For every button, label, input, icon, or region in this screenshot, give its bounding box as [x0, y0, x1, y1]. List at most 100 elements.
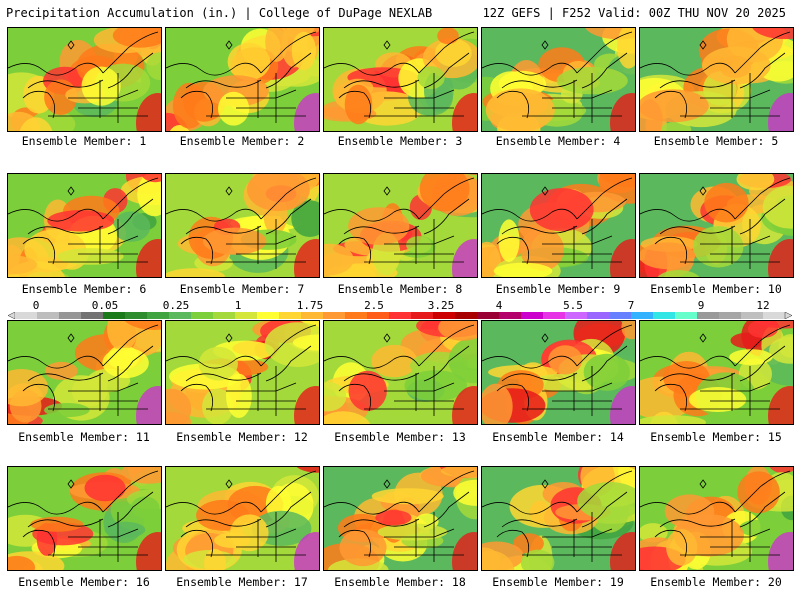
- precip-field-map: [482, 467, 635, 570]
- colorbar-swatch: [411, 312, 434, 319]
- colorbar-swatch: [301, 312, 324, 319]
- ensemble-map-panel: [481, 27, 636, 132]
- colorbar-swatch: [37, 312, 60, 319]
- colorbar-swatch: [81, 312, 104, 319]
- ensemble-member-label: Ensemble Member: 19: [492, 575, 624, 589]
- colorbar-min-arrow: [8, 312, 16, 319]
- ensemble-member-label: Ensemble Member: 2: [179, 134, 305, 148]
- colorbar-swatch: [169, 312, 192, 319]
- colorbar-swatches: [8, 312, 792, 319]
- ensemble-map-panel: [323, 466, 478, 571]
- ensemble-member-label: Ensemble Member: 13: [334, 430, 466, 444]
- ensemble-member-label: Ensemble Member: 17: [176, 575, 308, 589]
- ensemble-map-panel: [639, 320, 794, 425]
- run-valid-time: 12Z GEFS | F252 Valid: 00Z THU NOV 20 20…: [482, 6, 786, 20]
- ensemble-map-panel: [7, 320, 162, 425]
- ensemble-map-panel: [165, 173, 320, 278]
- ensemble-map-panel: [323, 320, 478, 425]
- colorbar-swatch: [741, 312, 764, 319]
- ensemble-map-panel: [7, 27, 162, 132]
- precip-field-map: [640, 467, 793, 570]
- precip-field-map: [640, 174, 793, 277]
- precip-field-map: [640, 28, 793, 131]
- precip-field-map: [8, 321, 161, 424]
- colorbar-swatch: [103, 312, 126, 319]
- ensemble-member-label: Ensemble Member: 1: [21, 134, 147, 148]
- precip-field-map: [166, 174, 319, 277]
- precip-field-map: [8, 467, 161, 570]
- colorbar-tick-label: 1.75: [296, 299, 324, 312]
- colorbar-swatch: [147, 312, 170, 319]
- colorbar-swatch: [587, 312, 610, 319]
- ensemble-member-label: Ensemble Member: 7: [179, 282, 305, 296]
- ensemble-member-label: Ensemble Member: 14: [492, 430, 624, 444]
- precip-field-map: [482, 321, 635, 424]
- colorbar-tick-label: 0.05: [91, 299, 119, 312]
- precip-field-map: [640, 321, 793, 424]
- precip-field-map: [324, 467, 477, 570]
- colorbar-swatch: [653, 312, 676, 319]
- colorbar-tick-label: 0.25: [162, 299, 190, 312]
- colorbar-swatch: [477, 312, 500, 319]
- colorbar-swatch: [59, 312, 82, 319]
- ensemble-member-label: Ensemble Member: 3: [337, 134, 463, 148]
- colorbar-tick-label: 1: [234, 299, 242, 312]
- colorbar-swatch: [499, 312, 522, 319]
- colorbar-swatch: [763, 312, 786, 319]
- colorbar-swatch: [631, 312, 654, 319]
- colorbar-swatch: [565, 312, 588, 319]
- colorbar-tick-label: 4: [495, 299, 503, 312]
- colorbar-swatch: [279, 312, 302, 319]
- ensemble-member-label: Ensemble Member: 15: [650, 430, 782, 444]
- colorbar-swatch: [521, 312, 544, 319]
- ensemble-member-label: Ensemble Member: 9: [495, 282, 621, 296]
- ensemble-member-label: Ensemble Member: 20: [650, 575, 782, 589]
- colorbar-tick-label: 9: [697, 299, 705, 312]
- colorbar-swatch: [213, 312, 236, 319]
- ensemble-map-panel: [165, 27, 320, 132]
- precip-field-map: [324, 28, 477, 131]
- colorbar-swatch: [697, 312, 720, 319]
- colorbar-tick-label: 12: [756, 299, 770, 312]
- colorbar-swatch: [675, 312, 698, 319]
- ensemble-map-panel: [481, 320, 636, 425]
- precip-field-map: [8, 28, 161, 131]
- precip-field-map: [166, 467, 319, 570]
- colorbar-swatch: [367, 312, 390, 319]
- ensemble-member-label: Ensemble Member: 6: [21, 282, 147, 296]
- precip-field-map: [166, 321, 319, 424]
- precip-field-map: [8, 174, 161, 277]
- colorbar-tick-label: 5.5: [563, 299, 583, 312]
- precip-colorbar: 0 0.05 0.25 1 1.75 2.5 3.25 4 5.5 7 9 12: [8, 300, 792, 320]
- colorbar-tick-label: 3.25: [427, 299, 455, 312]
- precip-field-map: [324, 321, 477, 424]
- ensemble-map-panel: [639, 466, 794, 571]
- ensemble-member-label: Ensemble Member: 12: [176, 430, 308, 444]
- colorbar-swatch: [191, 312, 214, 319]
- colorbar-swatch: [433, 312, 456, 319]
- ensemble-map-panel: [481, 466, 636, 571]
- colorbar-tick-label: 7: [627, 299, 635, 312]
- colorbar-swatch: [345, 312, 368, 319]
- colorbar-swatch: [455, 312, 478, 319]
- colorbar-swatch: [609, 312, 632, 319]
- colorbar-swatch: [257, 312, 280, 319]
- ensemble-member-label: Ensemble Member: 10: [650, 282, 782, 296]
- colorbar-swatch: [389, 312, 412, 319]
- colorbar-swatch: [15, 312, 38, 319]
- colorbar-swatch: [323, 312, 346, 319]
- colorbar-max-arrow: [784, 312, 792, 319]
- ensemble-map-panel: [481, 173, 636, 278]
- colorbar-tick-label: 0: [32, 299, 40, 312]
- product-title: Precipitation Accumulation (in.) | Colle…: [6, 6, 433, 20]
- ensemble-member-label: Ensemble Member: 16: [18, 575, 150, 589]
- precip-field-map: [324, 174, 477, 277]
- ensemble-map-panel: [165, 320, 320, 425]
- colorbar-swatch: [125, 312, 148, 319]
- ensemble-member-label: Ensemble Member: 4: [495, 134, 621, 148]
- precip-field-map: [482, 174, 635, 277]
- precip-field-map: [166, 28, 319, 131]
- ensemble-map-panel: [323, 27, 478, 132]
- ensemble-member-label: Ensemble Member: 18: [334, 575, 466, 589]
- ensemble-map-panel: [7, 173, 162, 278]
